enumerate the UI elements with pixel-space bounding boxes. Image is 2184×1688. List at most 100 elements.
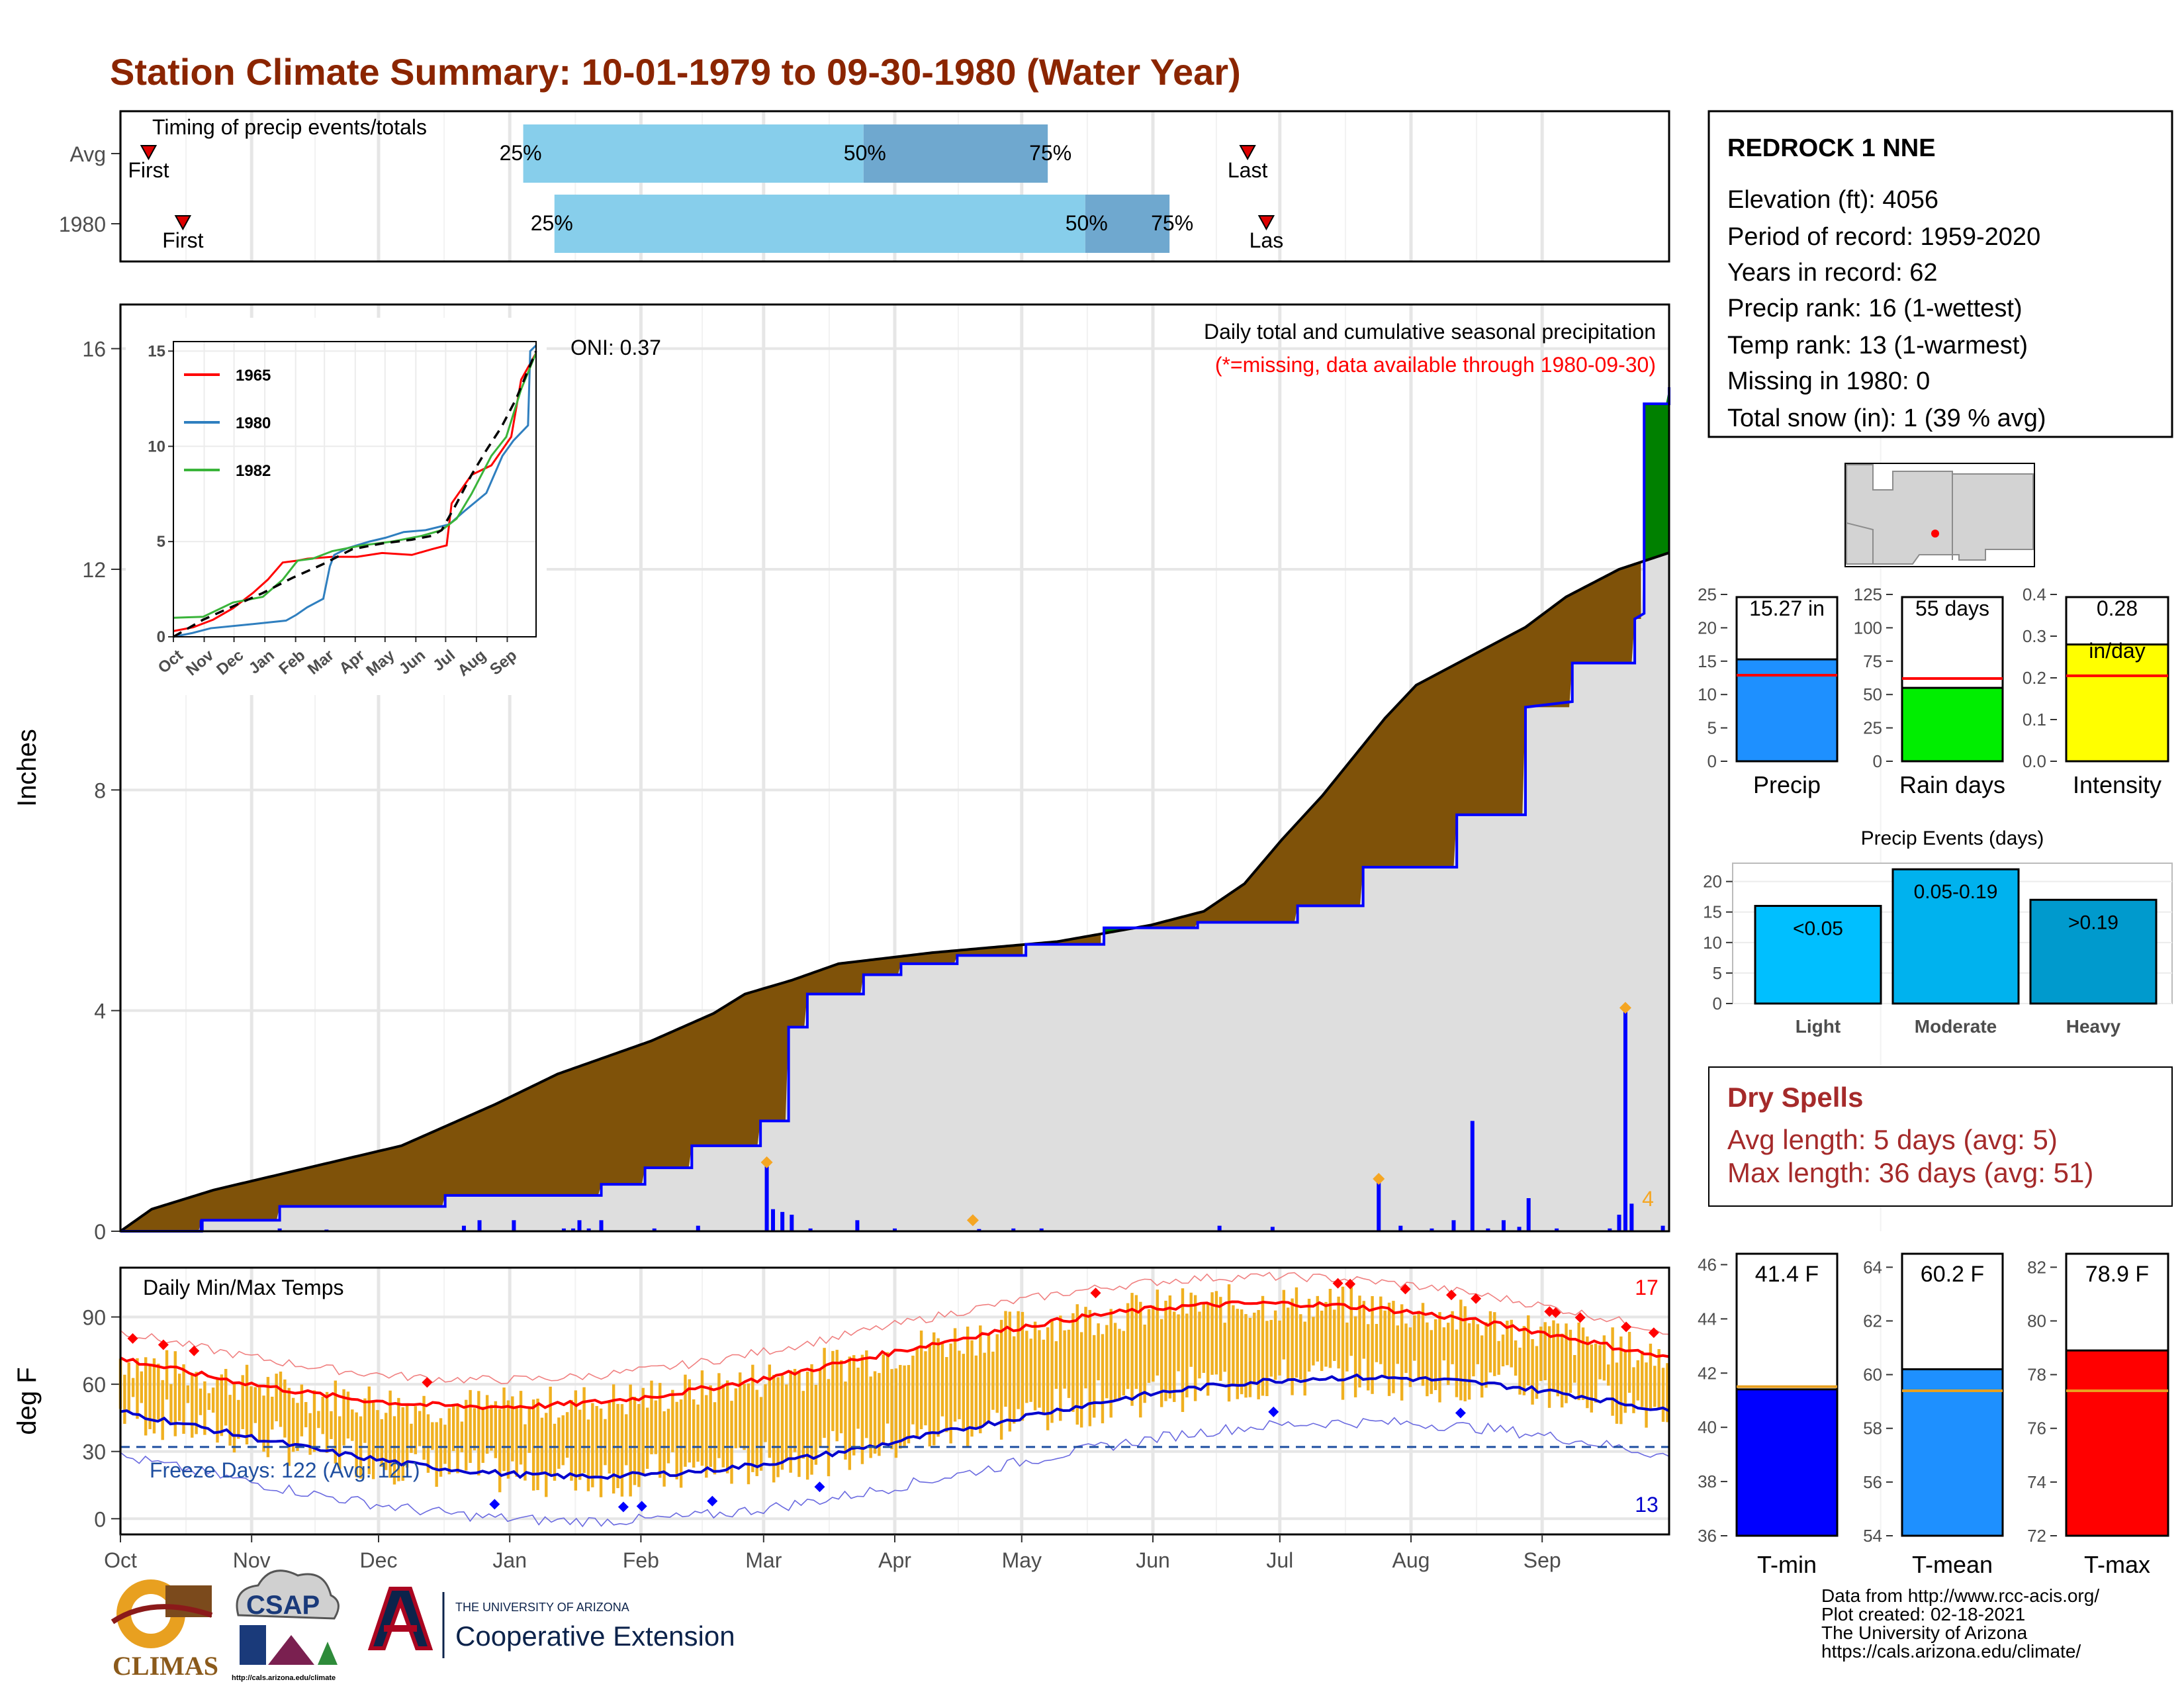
daily-temp-bar [873, 1371, 877, 1454]
x-tick-label: Oct [104, 1548, 137, 1572]
summary-axis-label: T-max [2084, 1551, 2150, 1578]
daily-temp-bar [591, 1403, 594, 1487]
daily-temp-bar [317, 1411, 320, 1429]
daily-temp-bar [721, 1384, 725, 1468]
daily-temp-bar [700, 1370, 704, 1466]
daily-temp-bar [1560, 1333, 1564, 1408]
y-tick-label: 10 [1703, 933, 1722, 953]
record-high-marker [1090, 1288, 1101, 1299]
daily-temp-bar [1291, 1298, 1294, 1395]
y-tick-label: 8 [94, 778, 106, 802]
daily-temp-bar [346, 1391, 350, 1439]
daily-temp-bar [1198, 1311, 1201, 1379]
footer-line: https://cals.arizona.edu/climate/ [1821, 1641, 2081, 1662]
daily-temp-bar [1063, 1330, 1066, 1389]
daily-temp-bar [216, 1379, 219, 1443]
y-tick-label: 60 [1863, 1365, 1882, 1385]
daily-temp-bar [1122, 1331, 1126, 1396]
timing-bar-q50-q75 [1085, 195, 1170, 253]
dry-spells-max: Max length: 36 days (avg: 51) [1727, 1157, 2093, 1188]
daily-temp-bar [451, 1404, 455, 1452]
summary-axis-label: Intensity [2073, 771, 2161, 798]
record-low-marker [636, 1501, 647, 1512]
daily-precip-bar [1451, 1220, 1456, 1231]
daily-temp-bar [882, 1354, 885, 1443]
y-tick-label: 62 [1863, 1311, 1882, 1331]
daily-temp-bar [1316, 1295, 1319, 1362]
daily-temp-bar [953, 1328, 957, 1422]
timing-row-label: Avg [69, 142, 106, 166]
daily-temp-bar [228, 1395, 232, 1446]
timing-q75-label: 75% [1029, 141, 1071, 165]
daily-temp-bar [388, 1390, 392, 1478]
y-tick-label: 40 [1698, 1417, 1717, 1437]
daily-temp-bar [717, 1373, 721, 1458]
daily-temp-bar [1467, 1323, 1471, 1400]
daily-temp-bar [751, 1364, 754, 1472]
daily-temp-bar [865, 1350, 868, 1438]
daily-temp-bar [1547, 1326, 1551, 1408]
daily-temp-bar [1046, 1327, 1050, 1430]
daily-precip-bar [764, 1165, 769, 1231]
daily-temp-bar [789, 1370, 792, 1473]
daily-temp-bar [844, 1382, 847, 1460]
y-tick-label: 0.0 [2023, 751, 2046, 771]
daily-temp-bar [928, 1346, 932, 1447]
daily-temp-bar [536, 1398, 539, 1491]
timing-row-label: 1980 [59, 212, 106, 236]
climas-logo-text: CLIMAS [113, 1651, 218, 1681]
summary-value-bar [2065, 1349, 2169, 1537]
daily-temp-bar [1261, 1295, 1265, 1396]
daily-temp-bar [1219, 1297, 1222, 1382]
daily-temp-bar [903, 1365, 906, 1448]
daily-temp-bar [1480, 1335, 1484, 1398]
daily-precip-bar [1623, 1010, 1627, 1231]
panel-border [119, 110, 1670, 263]
deficit-area [1028, 933, 1101, 945]
daily-temp-bar [582, 1387, 586, 1474]
summary-value-bar [1901, 686, 2004, 763]
event-bar-label: >0.19 [2068, 912, 2118, 933]
daily-temp-bar [304, 1401, 308, 1428]
daily-temp-bar [586, 1419, 590, 1491]
y-tick-label: 10 [1698, 684, 1717, 704]
daily-temp-bar [814, 1384, 818, 1465]
daily-temp-bar [869, 1376, 872, 1458]
inset-y-tick-label: 10 [148, 438, 165, 455]
daily-temp-bar [570, 1399, 573, 1481]
locator-map [1844, 463, 2035, 567]
precip-subtitle: (*=missing, data available through 1980-… [1215, 353, 1656, 377]
daily-temp-bar [1088, 1309, 1092, 1427]
station-box: REDROCK 1 NNE Elevation (ft): 4056 Perio… [1707, 110, 2173, 438]
y-tick-label: 5 [1713, 963, 1722, 983]
y-tick-label: 80 [2027, 1311, 2046, 1331]
daily-temp-bar [1193, 1295, 1197, 1401]
x-tick-label: Sep [1524, 1548, 1561, 1572]
daily-temp-bar [1433, 1319, 1437, 1390]
daily-temp-bar [1101, 1334, 1105, 1424]
daily-temp-bar [334, 1380, 338, 1464]
daily-temp-bar [1488, 1311, 1492, 1373]
y-tick-label: 64 [1863, 1257, 1882, 1277]
y-tick-label: 60 [82, 1373, 106, 1397]
daily-temp-bar [312, 1390, 316, 1452]
daily-temp-bar [291, 1397, 295, 1452]
record-min-line [120, 1417, 1670, 1528]
daily-precip-bar [652, 1228, 657, 1231]
daily-temp-bar [1349, 1287, 1353, 1356]
daily-temp-bar [157, 1364, 160, 1420]
daily-temp-bar [392, 1416, 396, 1485]
first-event-label: First [128, 158, 169, 182]
daily-temp-bar [764, 1384, 767, 1442]
daily-temp-bar [595, 1406, 598, 1476]
daily-temp-bar [1059, 1315, 1062, 1421]
summary-value-unit: in/day [2089, 639, 2145, 663]
daily-temp-bar [578, 1409, 582, 1480]
daily-temp-bar [1206, 1302, 1210, 1396]
daily-temp-bar [511, 1396, 514, 1462]
daily-temp-bar [1139, 1301, 1142, 1418]
observed-cumulative-line [120, 387, 1670, 1233]
daily-temp-bar [1185, 1313, 1189, 1398]
daily-temp-bar [161, 1380, 164, 1440]
daily-precip-bar [477, 1220, 482, 1231]
